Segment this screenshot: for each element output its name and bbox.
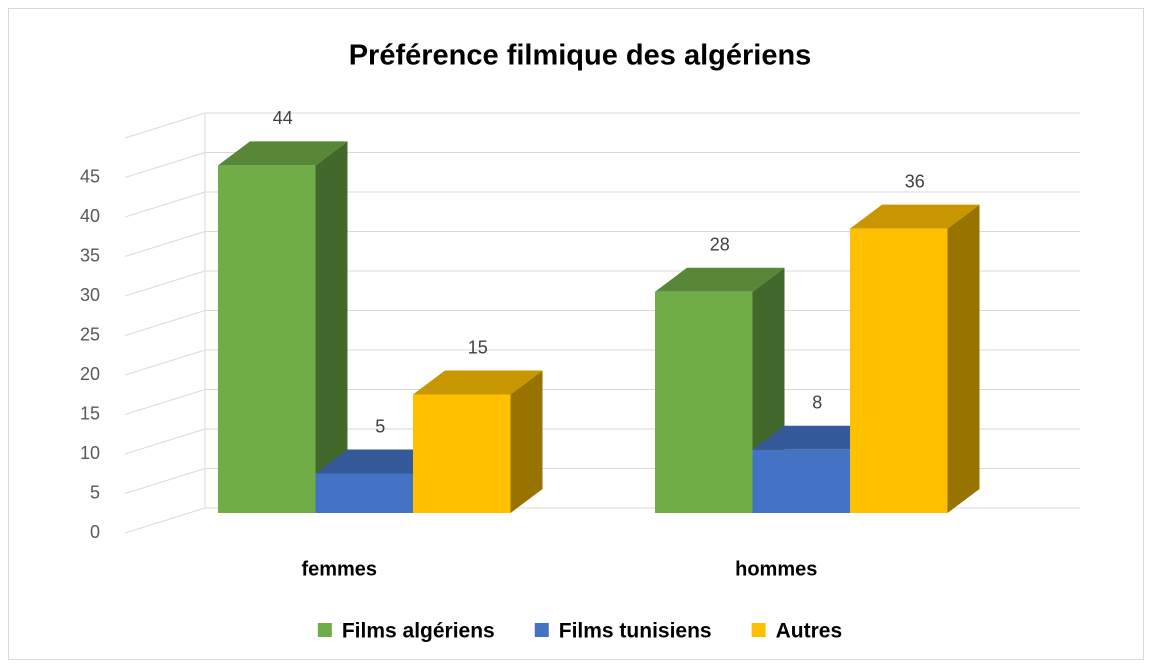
wall-top-diagonal	[124, 112, 206, 139]
data-label: 5	[375, 416, 385, 436]
bar-top	[655, 267, 785, 292]
bar	[413, 394, 511, 513]
legend-swatch	[751, 623, 766, 637]
bar-3d	[850, 204, 980, 513]
grid-diagonal	[124, 349, 206, 376]
data-label: 15	[468, 337, 488, 357]
bar-top	[218, 141, 348, 166]
bar-top	[413, 370, 543, 395]
bar-side	[947, 204, 980, 513]
y-tick-label: 30	[80, 285, 100, 305]
chart-title: Préférence filmique des algériens	[349, 40, 812, 72]
grid-diagonal	[124, 468, 206, 494]
data-label: 8	[812, 393, 822, 413]
x-tick-label: femmes	[301, 558, 377, 580]
grid-diagonal	[124, 270, 206, 297]
y-tick-label: 40	[80, 206, 100, 226]
grid-diagonal	[124, 191, 206, 218]
y-tick-label: 5	[90, 482, 100, 502]
bar	[315, 473, 413, 513]
bar-top	[850, 204, 980, 229]
y-tick-label: 20	[80, 364, 100, 384]
bar-3d	[413, 370, 543, 513]
x-tick-label: hommes	[735, 558, 817, 580]
y-tick-label: 0	[90, 522, 100, 542]
bar-top	[315, 449, 445, 474]
legend-swatch	[534, 623, 549, 637]
legend-item: Films algériens	[317, 620, 495, 643]
grid-diagonal	[124, 428, 206, 455]
data-label: 44	[273, 108, 293, 128]
grid-diagonal	[124, 310, 206, 336]
bar-3d	[218, 141, 348, 513]
y-tick-label: 25	[80, 324, 100, 344]
grid-diagonal	[124, 152, 206, 178]
data-label: 36	[905, 171, 925, 191]
y-tick-label: 15	[80, 403, 100, 423]
bar	[655, 291, 753, 513]
bar	[850, 228, 948, 513]
legend-item: Autres	[751, 620, 843, 643]
y-tick-label: 45	[80, 166, 100, 186]
y-tick-label: 35	[80, 245, 100, 265]
y-tick-label: 10	[80, 443, 100, 463]
legend-label: Autres	[776, 620, 843, 643]
bar-side	[315, 141, 348, 513]
grid-diagonal	[124, 389, 206, 415]
legend-swatch	[317, 623, 332, 637]
legend-label: Films tunisiens	[559, 620, 712, 643]
grid-diagonal	[124, 507, 206, 534]
bar-top	[752, 425, 882, 450]
legend-label: Films algériens	[342, 620, 495, 643]
bar	[752, 449, 850, 513]
grid-diagonal	[124, 231, 206, 257]
legend-item: Films tunisiens	[534, 620, 712, 643]
data-label: 28	[710, 235, 730, 255]
bar-side	[510, 370, 543, 513]
bar	[218, 165, 316, 513]
